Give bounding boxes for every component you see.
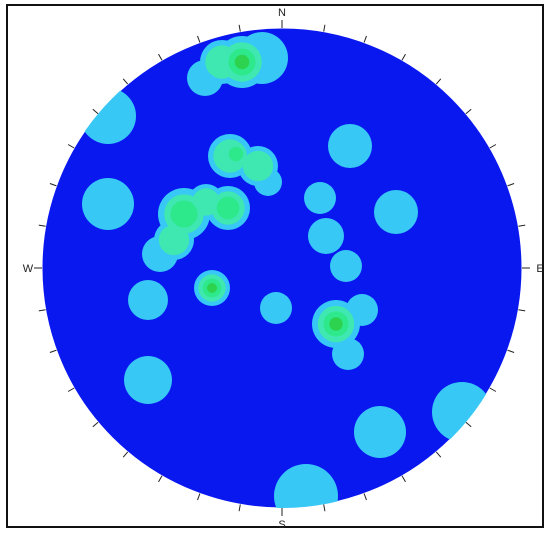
density-contour-3	[170, 200, 198, 228]
azimuth-tick	[518, 224, 526, 227]
density-contour-1	[354, 406, 406, 458]
azimuth-tick	[49, 349, 57, 353]
azimuth-tick	[67, 144, 75, 149]
density-contour-4	[234, 54, 250, 70]
density-contour-1	[432, 382, 492, 442]
north-label: N	[278, 7, 286, 19]
azimuth-tick	[489, 144, 497, 149]
azimuth-tick	[323, 504, 326, 512]
density-contour-1	[128, 280, 168, 320]
azimuth-tick	[465, 421, 472, 428]
azimuth-tick	[158, 475, 163, 483]
azimuth-tick	[197, 493, 201, 501]
density-contour-1	[328, 124, 372, 168]
density-contour-1	[308, 218, 344, 254]
azimuth-tick	[401, 53, 406, 61]
azimuth-tick	[38, 224, 46, 227]
density-contour-3	[228, 146, 244, 162]
azimuth-tick	[435, 451, 442, 458]
density-contours	[80, 32, 492, 508]
azimuth-tick	[197, 35, 201, 43]
azimuth-tick	[363, 35, 367, 43]
azimuth-tick	[238, 24, 241, 32]
south-label: S	[278, 519, 285, 531]
azimuth-tick	[323, 24, 326, 32]
density-contour-2	[192, 188, 220, 216]
azimuth-ticks	[38, 24, 526, 512]
azimuth-tick	[49, 183, 57, 187]
azimuth-tick	[238, 504, 241, 512]
density-contour-1	[304, 182, 336, 214]
azimuth-tick	[489, 387, 497, 392]
azimuth-tick	[401, 475, 406, 483]
density-contour-1	[274, 464, 338, 508]
density-contour-2	[242, 150, 274, 182]
density-contour-1	[374, 190, 418, 234]
azimuth-tick	[465, 108, 472, 115]
azimuth-tick	[92, 108, 99, 115]
azimuth-tick	[92, 421, 99, 428]
density-contour-1	[124, 356, 172, 404]
density-contour-3	[216, 196, 240, 220]
azimuth-tick	[122, 451, 129, 458]
azimuth-tick	[507, 349, 515, 353]
azimuth-tick	[435, 78, 442, 85]
density-contour-2	[205, 45, 239, 79]
azimuth-tick	[507, 183, 515, 187]
density-contour-4	[329, 317, 343, 331]
density-contour-1	[346, 294, 378, 326]
density-contour-4	[207, 283, 217, 293]
density-contour-1	[330, 250, 362, 282]
density-contour-1	[260, 292, 292, 324]
azimuth-tick	[158, 53, 163, 61]
azimuth-tick	[122, 78, 129, 85]
density-contour-1	[80, 88, 136, 144]
azimuth-tick	[518, 309, 526, 312]
east-label: E	[536, 263, 543, 275]
density-contour-1	[332, 338, 364, 370]
azimuth-tick	[363, 493, 367, 501]
density-contour-1	[82, 178, 134, 230]
density-contour-2	[158, 224, 190, 256]
azimuth-tick	[38, 309, 46, 312]
west-label: W	[23, 263, 34, 275]
azimuth-tick	[67, 387, 75, 392]
